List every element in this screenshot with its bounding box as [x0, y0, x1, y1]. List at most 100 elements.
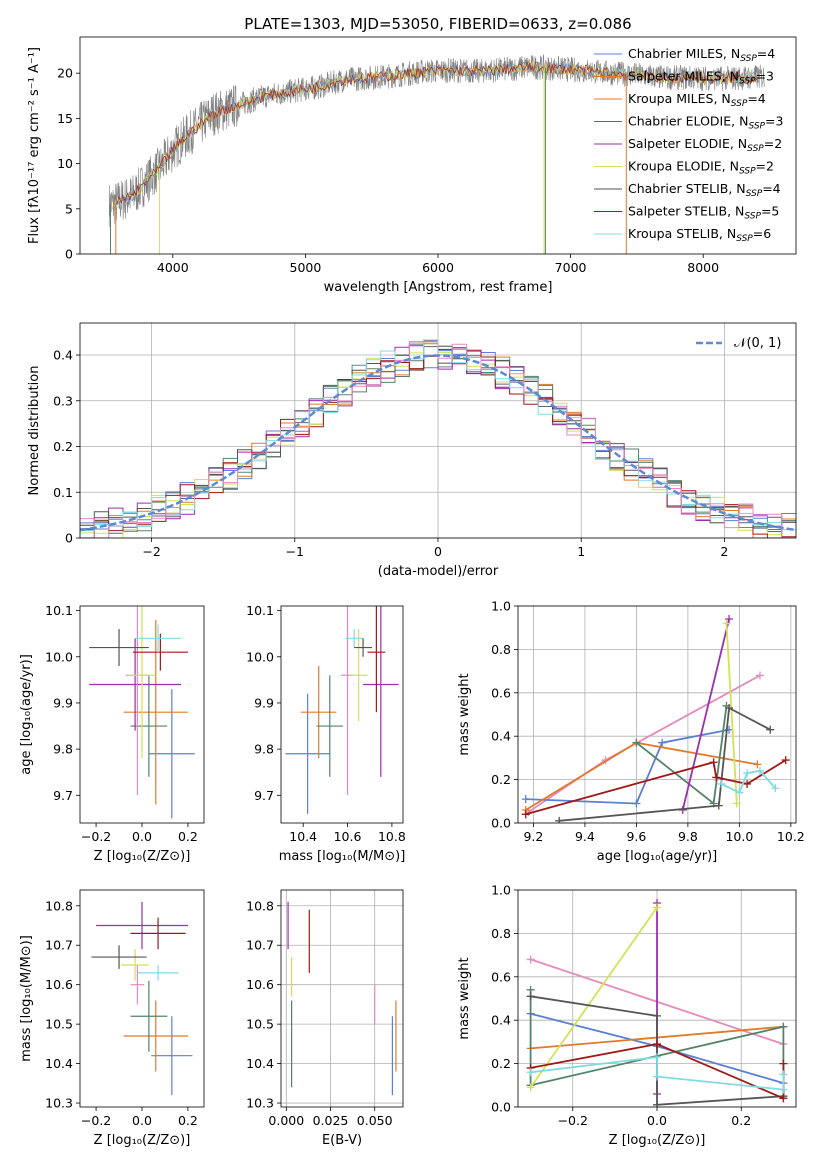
y-tick-label: 0: [65, 247, 73, 262]
legend-entry: Kroupa STELIB, NSSP=6: [628, 226, 771, 244]
y-tick-label: 10.7: [45, 938, 73, 953]
grid: [518, 606, 796, 823]
y-tick-label: 0.2: [491, 1056, 511, 1071]
x-tick-label: 0.2: [178, 1113, 198, 1128]
y-tick-label: 0.3: [53, 393, 73, 408]
weight-point-marker: [722, 619, 731, 628]
y-tick-label: 10.3: [45, 1096, 73, 1111]
legend-entry: Salpeter MILES, NSSP=3: [628, 69, 774, 87]
legend-subscript: SSP: [744, 212, 761, 222]
weight-point-marker: [779, 1059, 788, 1068]
weight-point-marker: [771, 784, 780, 793]
legend-entry: Chabrier MILES, NSSP=4: [628, 46, 775, 64]
weight-point-marker: [653, 1040, 661, 1049]
legend-entry: Chabrier ELODIE, NSSP=3: [628, 114, 783, 132]
legend-text: =3: [756, 69, 774, 84]
y-axis-label: Normed distribution: [27, 366, 42, 496]
legend-text: Kroupa MILES, N: [628, 91, 731, 106]
axes-frame: [79, 322, 797, 539]
weight-series-line: [635, 705, 728, 806]
legend-entry: Kroupa MILES, NSSP=4: [628, 91, 766, 109]
weight-point-marker: [779, 1022, 788, 1031]
y-tick-label: 9.8: [53, 742, 73, 757]
legend-text: =4: [747, 91, 765, 106]
legend-subscript: SSP: [748, 122, 765, 132]
y-tick-label: 1.0: [491, 883, 511, 898]
x-tick-label: 0.2: [731, 1113, 751, 1128]
y-tick-label: 10.4: [45, 1056, 73, 1071]
spectrum-model-line: [115, 61, 759, 205]
x-tick-label: 10.0: [725, 829, 753, 844]
x-tick-label: 0.0: [647, 1113, 667, 1128]
y-axis-label: age [log₁₀(age/yr)]: [19, 654, 34, 775]
y-tick-label: 10.7: [246, 938, 274, 953]
weight-point-marker: [753, 760, 762, 769]
x-tick-label: 0.050: [357, 1113, 393, 1128]
legend-text: Salpeter MILES, N: [628, 69, 739, 84]
weight-point-marker: [725, 703, 734, 712]
x-axis-label: wavelength [Angstrom, rest frame]: [324, 280, 553, 295]
weight-point-marker: [521, 795, 530, 804]
x-tick-label: 9.4: [575, 829, 595, 844]
axes-frame: [280, 605, 404, 824]
x-tick-label: 0.2: [178, 829, 198, 844]
figure-title: PLATE=1303, MJD=53050, FIBERID=0633, z=0…: [244, 15, 631, 33]
panel-age_vs_mass: 10.4 10.6 10.8 9.7 9.8 9.9 10.0 10.1 mass [log₁₀…: [246, 603, 406, 864]
y-tick-label: 15: [57, 111, 73, 126]
weight-point-marker: [714, 801, 723, 810]
y-tick-label: 0.8: [491, 642, 511, 657]
axes-frame: [517, 889, 797, 1108]
x-tick-label: 0.025: [313, 1113, 349, 1128]
grid: [281, 890, 403, 1107]
panel-mass_vs_Z: −0.2 0.0 0.2 10.3 10.4 10.5 10.6 10.7 10.8 Z [log…: [19, 889, 205, 1148]
x-tick-label: −0.2: [81, 1113, 111, 1128]
y-axis-label: Flux [fλ10⁻¹⁷ erg cm⁻² s⁻¹ A⁻¹]: [27, 47, 42, 244]
x-tick-label: −0.2: [558, 1113, 588, 1128]
legend-text: =6: [753, 226, 771, 241]
weight-point-marker: [732, 799, 741, 808]
panel-spectrum: 4000 5000 6000 7000 8000 0 5 10 15 20 wavelength […: [27, 36, 797, 295]
y-tick-label: 0.2: [491, 772, 511, 787]
weight-point-marker: [766, 725, 775, 734]
y-tick-label: 0.2: [53, 439, 73, 454]
x-tick-label: 10.8: [378, 829, 406, 844]
y-tick-label: 10.3: [246, 1096, 274, 1111]
y-tick-label: 1.0: [491, 599, 511, 614]
x-tick-label: 10.4: [289, 829, 317, 844]
x-axis-label: E(B-V): [322, 1133, 362, 1148]
weight-point-marker: [725, 615, 734, 624]
legend-text: =5: [761, 204, 779, 219]
axes-frame: [79, 36, 797, 255]
weight-point-marker: [653, 1053, 661, 1062]
weight-point-marker: [755, 671, 764, 680]
weight-series-line: [725, 623, 738, 804]
x-tick-label: 9.2: [523, 829, 543, 844]
y-tick-label: 10.8: [246, 898, 274, 913]
y-tick-label: 10: [57, 156, 73, 171]
y-tick-label: 9.9: [53, 695, 73, 710]
legend-text: =3: [765, 114, 783, 129]
weight-point-marker: [712, 773, 721, 782]
spectrum-model-line: [113, 61, 759, 209]
plot-area: [285, 606, 399, 814]
x-tick-label: 10.6: [334, 829, 362, 844]
y-tick-label: 10.8: [45, 898, 73, 913]
y-tick-label: 0.0: [491, 1100, 511, 1115]
x-tick-label: 4000: [157, 260, 189, 275]
weight-point-marker: [779, 1070, 788, 1079]
axes-frame: [79, 889, 205, 1108]
weight-series-line: [529, 906, 658, 1089]
panel-weight_vs_Z: −0.2 0.0 0.2 0.0 0.2 0.4 0.6 0.8 1.0 Z [log₁₀(Z/Z…: [457, 883, 797, 1148]
x-tick-label: 8000: [687, 260, 719, 275]
legend-subscript: SSP: [746, 189, 763, 199]
y-tick-label: 0.4: [491, 1013, 511, 1028]
panel-age_vs_Z: −0.2 0.0 0.2 9.7 9.8 9.9 10.0 10.1 Z [log₁₀(Z/Z⊙…: [19, 603, 205, 864]
y-tick-label: 10.0: [246, 649, 274, 664]
weight-point-marker: [526, 992, 535, 1001]
y-tick-label: 0.6: [491, 969, 511, 984]
weight-point-marker: [632, 738, 641, 747]
y-tick-label: 10.1: [45, 603, 73, 618]
x-axis-label: Z [log₁₀(Z/Z⊙)]: [94, 849, 191, 864]
y-tick-label: 0.6: [491, 685, 511, 700]
